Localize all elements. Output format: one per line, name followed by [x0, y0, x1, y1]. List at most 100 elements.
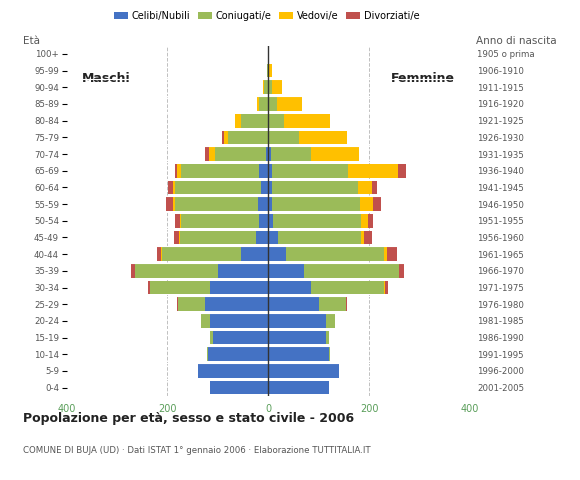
- Bar: [235, 114, 241, 128]
- Bar: [256, 231, 268, 244]
- Bar: [228, 131, 268, 144]
- Bar: [272, 180, 358, 194]
- Bar: [268, 314, 326, 328]
- Bar: [268, 231, 278, 244]
- Text: Età: Età: [23, 36, 40, 46]
- Bar: [181, 214, 259, 228]
- Bar: [268, 164, 272, 178]
- Bar: [269, 64, 272, 77]
- Bar: [260, 180, 268, 194]
- Bar: [272, 197, 360, 211]
- Bar: [268, 81, 269, 94]
- Bar: [318, 298, 346, 311]
- Bar: [277, 97, 302, 111]
- Bar: [211, 281, 268, 294]
- Bar: [215, 147, 266, 161]
- Bar: [175, 180, 260, 194]
- Bar: [346, 298, 347, 311]
- Bar: [201, 314, 211, 328]
- Bar: [269, 81, 272, 94]
- Bar: [269, 114, 284, 128]
- Bar: [271, 147, 311, 161]
- Bar: [268, 298, 318, 311]
- Bar: [399, 264, 404, 278]
- Bar: [205, 147, 209, 161]
- Bar: [175, 197, 258, 211]
- Bar: [211, 331, 213, 345]
- Bar: [268, 197, 272, 211]
- Bar: [268, 247, 286, 261]
- Bar: [268, 364, 339, 378]
- Bar: [268, 331, 326, 345]
- Bar: [286, 247, 384, 261]
- Bar: [172, 197, 175, 211]
- Bar: [179, 231, 180, 244]
- Bar: [181, 164, 259, 178]
- Bar: [311, 147, 359, 161]
- Bar: [272, 81, 282, 94]
- Bar: [387, 247, 397, 261]
- Bar: [299, 131, 347, 144]
- Bar: [177, 298, 205, 311]
- Bar: [241, 247, 268, 261]
- Text: Popolazione per età, sesso e stato civile - 2006: Popolazione per età, sesso e stato civil…: [23, 412, 354, 425]
- Bar: [213, 331, 268, 345]
- Bar: [326, 331, 329, 345]
- Bar: [372, 180, 377, 194]
- Bar: [148, 281, 150, 294]
- Bar: [267, 64, 268, 77]
- Bar: [208, 348, 268, 361]
- Bar: [268, 114, 269, 128]
- Bar: [268, 97, 269, 111]
- Bar: [264, 81, 268, 94]
- Bar: [266, 147, 268, 161]
- Bar: [269, 97, 277, 111]
- Text: Anno di nascita: Anno di nascita: [476, 36, 557, 46]
- Bar: [257, 97, 259, 111]
- Bar: [272, 164, 348, 178]
- Bar: [205, 298, 268, 311]
- Text: COMUNE DI BUJA (UD) · Dati ISTAT 1° gennaio 2006 · Elaborazione TUTTITALIA.IT: COMUNE DI BUJA (UD) · Dati ISTAT 1° genn…: [23, 446, 371, 455]
- Bar: [162, 247, 241, 261]
- Bar: [268, 381, 329, 395]
- Bar: [326, 314, 335, 328]
- Bar: [161, 247, 162, 261]
- Bar: [241, 114, 268, 128]
- Bar: [175, 164, 177, 178]
- Bar: [177, 164, 181, 178]
- Bar: [268, 147, 271, 161]
- Bar: [268, 64, 269, 77]
- Bar: [268, 180, 272, 194]
- Bar: [348, 164, 398, 178]
- Text: Femmine: Femmine: [391, 72, 455, 85]
- Bar: [166, 197, 172, 211]
- Bar: [373, 197, 380, 211]
- Bar: [174, 231, 179, 244]
- Bar: [218, 264, 268, 278]
- Bar: [384, 247, 387, 261]
- Bar: [268, 348, 329, 361]
- Legend: Celibi/Nubili, Coniugati/e, Vedovi/e, Divorziati/e: Celibi/Nubili, Coniugati/e, Vedovi/e, Di…: [110, 7, 423, 25]
- Bar: [385, 281, 387, 294]
- Bar: [268, 131, 269, 144]
- Bar: [269, 131, 299, 144]
- Bar: [222, 131, 224, 144]
- Text: Maschi: Maschi: [82, 72, 130, 85]
- Bar: [268, 264, 303, 278]
- Bar: [361, 231, 364, 244]
- Bar: [211, 381, 268, 395]
- Bar: [207, 348, 208, 361]
- Bar: [175, 214, 180, 228]
- Bar: [180, 214, 181, 228]
- Bar: [176, 298, 177, 311]
- Bar: [303, 264, 399, 278]
- Bar: [259, 97, 268, 111]
- Bar: [157, 247, 161, 261]
- Bar: [135, 264, 218, 278]
- Bar: [224, 131, 228, 144]
- Bar: [180, 231, 256, 244]
- Bar: [209, 147, 215, 161]
- Bar: [150, 281, 211, 294]
- Bar: [258, 197, 268, 211]
- Bar: [284, 114, 329, 128]
